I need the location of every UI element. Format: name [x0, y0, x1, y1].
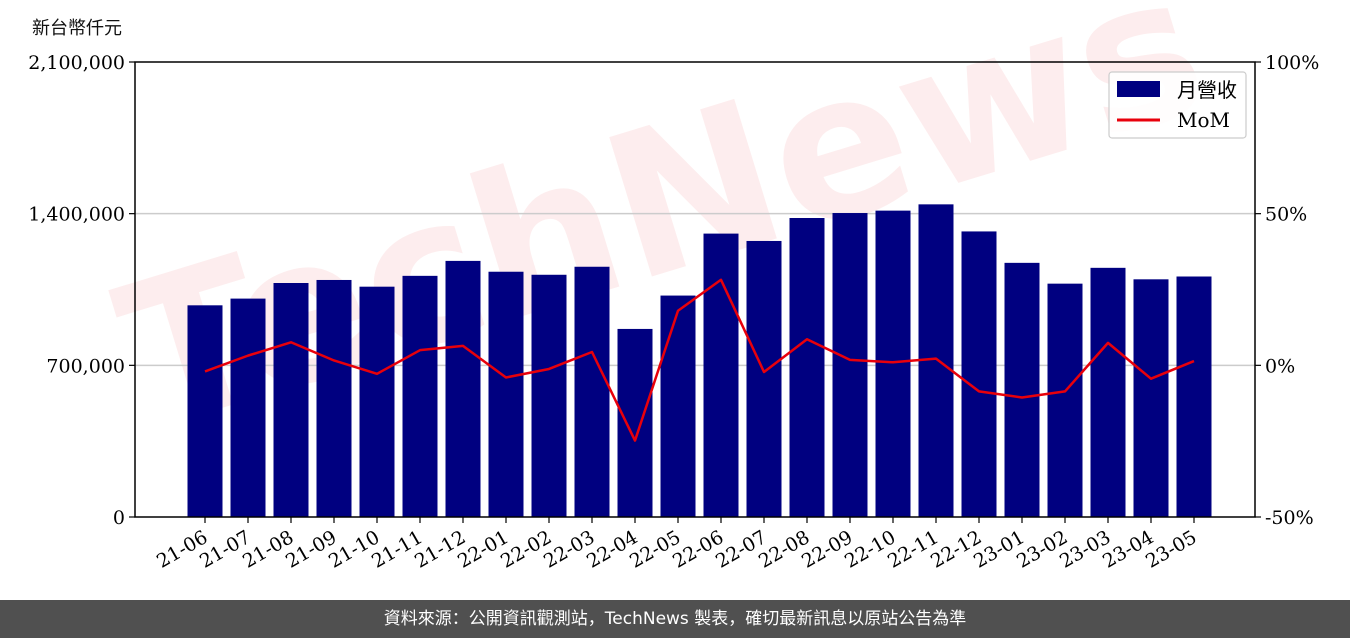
bar-22-09	[832, 213, 868, 517]
right-tick-label: 100%	[1265, 52, 1319, 74]
bar-22-03	[574, 266, 610, 517]
source-footer: 資料來源：公開資訊觀測站，TechNews 製表，確切最新訊息以原站公告為準	[0, 600, 1350, 638]
legend: 月營收 MoM	[1108, 71, 1247, 139]
bar-21-08	[273, 283, 309, 517]
mom-line-series	[204, 278, 1195, 442]
x-tick-label-23-05: 23-05	[1142, 526, 1200, 572]
bar-21-12	[445, 260, 481, 517]
legend-swatch-bar	[1117, 81, 1160, 97]
bar-23-04	[1133, 279, 1169, 517]
bar-21-06	[187, 305, 223, 517]
bar-21-09	[316, 279, 352, 517]
bar-21-11	[402, 275, 438, 517]
bar-21-10	[359, 286, 395, 517]
bar-22-04	[617, 328, 653, 517]
left-tick-label: 1,400,000	[28, 204, 125, 226]
mom-line	[204, 278, 1195, 442]
bar-22-02	[531, 274, 567, 517]
left-tick-label: 2,100,000	[28, 52, 125, 74]
y-axis-unit-label: 新台幣仟元	[32, 18, 122, 39]
bar-series	[187, 204, 1212, 517]
left-tick-label: 700,000	[46, 355, 125, 377]
bar-22-08	[789, 218, 825, 517]
bar-23-03	[1090, 267, 1126, 517]
bar-22-06	[703, 233, 739, 517]
bar-22-05	[660, 295, 696, 517]
bar-23-02	[1047, 283, 1083, 517]
legend-label-bar: 月營收	[1177, 78, 1237, 102]
plot-frame	[134, 61, 1256, 518]
right-tick-label: 0%	[1265, 355, 1295, 377]
revenue-chart: TechNews 0700,0001,400,0002,100,000-50%0…	[28, 0, 1319, 573]
bar-23-05	[1176, 276, 1212, 517]
bar-23-01	[1004, 262, 1040, 517]
right-tick-label: 50%	[1265, 204, 1307, 226]
bar-21-07	[230, 298, 266, 517]
bar-22-10	[875, 210, 911, 517]
bar-22-07	[746, 240, 782, 517]
bar-22-01	[488, 271, 524, 517]
legend-label-line: MoM	[1177, 108, 1230, 132]
right-tick-label: -50%	[1265, 507, 1314, 529]
bar-22-12	[961, 231, 997, 517]
left-tick-label: 0	[113, 507, 125, 529]
